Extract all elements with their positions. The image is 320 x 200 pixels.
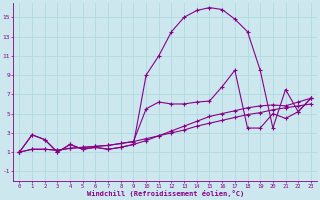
X-axis label: Windchill (Refroidissement éolien,°C): Windchill (Refroidissement éolien,°C) (86, 190, 244, 197)
